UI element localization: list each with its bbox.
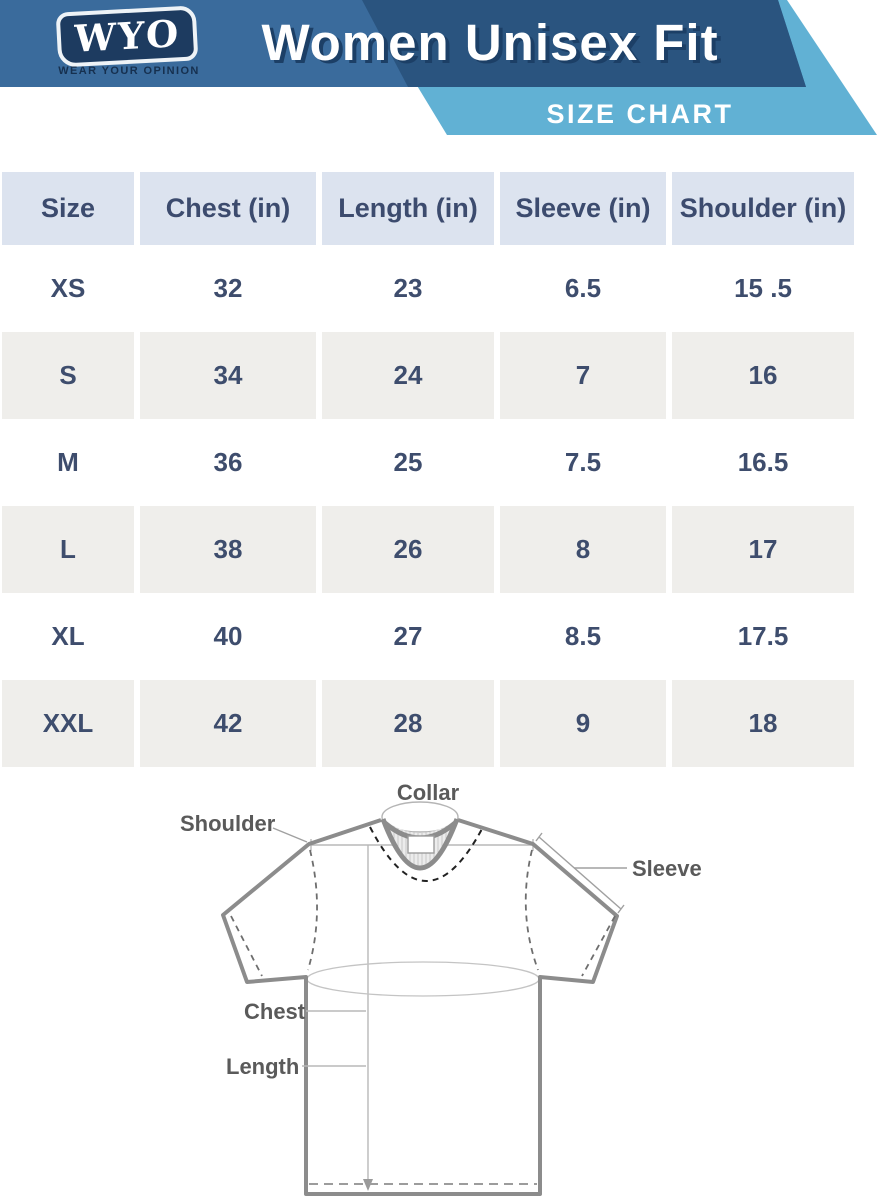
column-header-shoulder: Shoulder (in) [672, 172, 854, 245]
table-cell: 38 [140, 506, 316, 593]
table-cell-size: M [2, 419, 134, 506]
table-cell-size: L [2, 506, 134, 593]
brand-tagline: WEAR YOUR OPINION [58, 65, 200, 77]
length-arrow [363, 1179, 373, 1191]
left-armhole-seam [307, 849, 318, 971]
column-header-chest: Chest (in) [140, 172, 316, 245]
table-cell: 32 [140, 245, 316, 332]
size-table: Size Chest (in) Length (in) Sleeve (in) … [2, 172, 854, 767]
column-header-length: Length (in) [322, 172, 494, 245]
table-cell: 25 [322, 419, 494, 506]
table-cell: 36 [140, 419, 316, 506]
table-cell: 18 [672, 680, 854, 767]
length-label: Length [226, 1054, 299, 1079]
banner-navy-parallelogram [362, 0, 806, 87]
page-title: Women Unisex Fit [261, 14, 719, 71]
shoulder-leader-line [272, 827, 308, 843]
table-cell: 15 .5 [672, 245, 854, 332]
table-cell: 26 [322, 506, 494, 593]
table-cell: 24 [322, 332, 494, 419]
left-cuff-seam [230, 915, 263, 977]
size-chart-banner-label: SIZE CHART [546, 99, 734, 129]
chest-label: Chest [244, 999, 306, 1024]
table-cell: 7.5 [500, 419, 666, 506]
table-cell: 16.5 [672, 419, 854, 506]
right-armhole-seam [524, 849, 539, 971]
table-cell: 17 [672, 506, 854, 593]
collar-label: Collar [397, 780, 460, 805]
header-banner [0, 0, 877, 135]
table-cell: 23 [322, 245, 494, 332]
sleeve-measure-line [538, 836, 622, 910]
table-cell-size: S [2, 332, 134, 419]
table-cell-size: XS [2, 245, 134, 332]
table-cell: 8 [500, 506, 666, 593]
collar-stitch-dashed [369, 826, 484, 882]
table-cell: 6.5 [500, 245, 666, 332]
table-cell-size: XXL [2, 680, 134, 767]
shirt-outline [221, 818, 619, 1196]
table-cell: 40 [140, 593, 316, 680]
table-cell: 8.5 [500, 593, 666, 680]
table-cell: 9 [500, 680, 666, 767]
column-header-size: Size [2, 172, 134, 245]
measure-tick [535, 832, 543, 842]
table-cell: 28 [322, 680, 494, 767]
sleeve-label: Sleeve [632, 856, 702, 881]
measure-tick [617, 904, 625, 914]
table-cell: 16 [672, 332, 854, 419]
table-cell: 34 [140, 332, 316, 419]
table-cell: 42 [140, 680, 316, 767]
collar-tag [407, 835, 435, 854]
table-cell: 7 [500, 332, 666, 419]
column-header-sleeve: Sleeve (in) [500, 172, 666, 245]
right-cuff-seam [581, 915, 616, 977]
table-cell-size: XL [2, 593, 134, 680]
collar-outer-arc [380, 818, 460, 871]
table-cell: 17.5 [672, 593, 854, 680]
shoulder-label: Shoulder [180, 811, 276, 836]
chest-measure-ellipse [306, 961, 540, 997]
collar-opening-ellipse [381, 801, 459, 833]
table-cell: 27 [322, 593, 494, 680]
